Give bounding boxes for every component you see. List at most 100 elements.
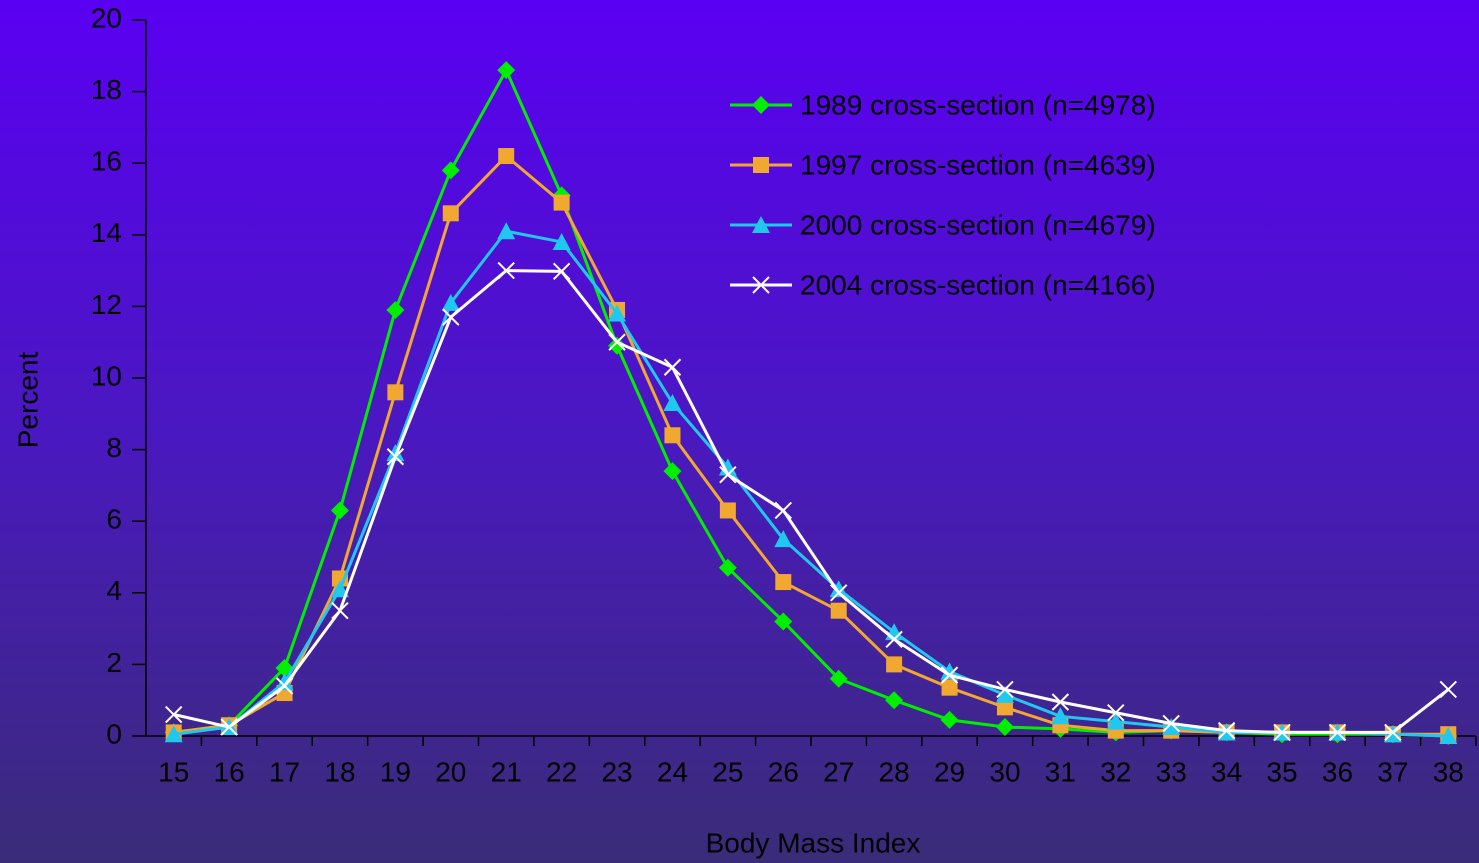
marker	[1106, 712, 1125, 730]
marker	[220, 718, 238, 736]
marker	[885, 691, 904, 710]
y-tick-label: 14	[91, 217, 122, 248]
series-line	[173, 269, 1450, 734]
marker	[996, 680, 1014, 699]
x-tick-label: 25	[712, 756, 743, 787]
marker	[1162, 718, 1181, 736]
marker	[1439, 680, 1457, 699]
x-tick-label: 35	[1266, 756, 1297, 787]
marker	[995, 718, 1014, 737]
x-tick-label: 32	[1100, 756, 1131, 787]
x-tick-label: 29	[934, 756, 965, 787]
y-tick-label: 10	[91, 360, 122, 391]
marker	[719, 502, 736, 519]
marker	[387, 384, 404, 401]
marker	[775, 574, 792, 591]
marker	[774, 530, 793, 548]
marker	[774, 501, 792, 520]
x-tick-label: 36	[1322, 756, 1353, 787]
marker	[719, 465, 737, 484]
marker	[1162, 714, 1180, 733]
legend-marker	[752, 96, 770, 114]
marker	[1107, 704, 1125, 722]
marker	[498, 148, 515, 165]
marker	[442, 308, 460, 326]
marker	[885, 630, 903, 649]
marker	[386, 448, 405, 466]
marker	[663, 394, 682, 412]
marker	[664, 427, 681, 444]
marker	[608, 333, 626, 351]
marker	[829, 580, 848, 598]
y-tick-label: 12	[91, 289, 122, 320]
marker	[830, 602, 847, 619]
x-tick-label: 23	[601, 756, 632, 787]
marker	[552, 262, 571, 281]
y-tick-label: 0	[106, 718, 122, 749]
legend-label: 2000 cross-section (n=4679)	[800, 209, 1156, 240]
y-tick-label: 4	[106, 575, 122, 606]
x-tick-label: 28	[879, 756, 910, 787]
y-tick-label: 8	[106, 432, 122, 463]
x-tick-label: 33	[1156, 756, 1187, 787]
marker	[497, 261, 515, 280]
x-tick-label: 38	[1433, 756, 1464, 787]
marker	[553, 194, 570, 211]
marker	[996, 699, 1013, 716]
marker	[1439, 727, 1458, 744]
marker	[940, 710, 959, 729]
x-tick-label: 24	[657, 756, 688, 787]
x-tick-label: 16	[214, 756, 245, 787]
marker	[497, 61, 516, 80]
x-tick-label: 37	[1377, 756, 1408, 787]
marker	[386, 300, 405, 319]
marker	[995, 685, 1014, 703]
x-tick-label: 22	[546, 756, 577, 787]
marker	[1051, 693, 1070, 711]
marker	[275, 677, 294, 695]
legend-label: 1997 cross-section (n=4639)	[800, 149, 1156, 180]
marker	[941, 679, 958, 696]
marker	[608, 336, 627, 355]
marker	[1328, 723, 1347, 742]
y-tick-label: 20	[91, 2, 122, 33]
legend-label: 2004 cross-section (n=4166)	[800, 269, 1156, 300]
marker	[1051, 707, 1070, 725]
x-tick-label: 30	[989, 756, 1020, 787]
x-tick-label: 18	[324, 756, 355, 787]
marker	[1273, 723, 1291, 742]
marker	[442, 205, 459, 222]
x-tick-label: 17	[269, 756, 300, 787]
marker	[441, 161, 460, 180]
marker	[830, 584, 848, 602]
marker	[940, 666, 959, 684]
legend-label: 1989 cross-section (n=4978)	[800, 89, 1156, 120]
x-tick-label: 31	[1045, 756, 1076, 787]
marker	[718, 558, 737, 577]
marker	[608, 304, 627, 322]
marker	[886, 656, 903, 673]
x-tick-label: 27	[823, 756, 854, 787]
marker	[165, 705, 183, 724]
x-tick-label: 34	[1211, 756, 1242, 787]
marker	[275, 673, 294, 691]
marker	[774, 612, 793, 631]
marker	[663, 358, 682, 376]
marker	[330, 580, 349, 598]
marker	[331, 601, 349, 620]
marker	[552, 232, 571, 250]
marker	[441, 293, 460, 311]
marker	[663, 462, 682, 481]
marker	[1217, 721, 1236, 740]
marker	[497, 222, 516, 240]
legend-marker	[752, 216, 770, 233]
x-tick-label: 26	[768, 756, 799, 787]
legend-marker	[752, 276, 770, 294]
y-tick-label: 2	[106, 647, 122, 678]
x-axis-label: Body Mass Index	[706, 827, 921, 858]
y-tick-label: 6	[106, 504, 122, 535]
marker	[1384, 723, 1402, 742]
y-tick-label: 18	[91, 74, 122, 105]
marker	[829, 669, 848, 688]
